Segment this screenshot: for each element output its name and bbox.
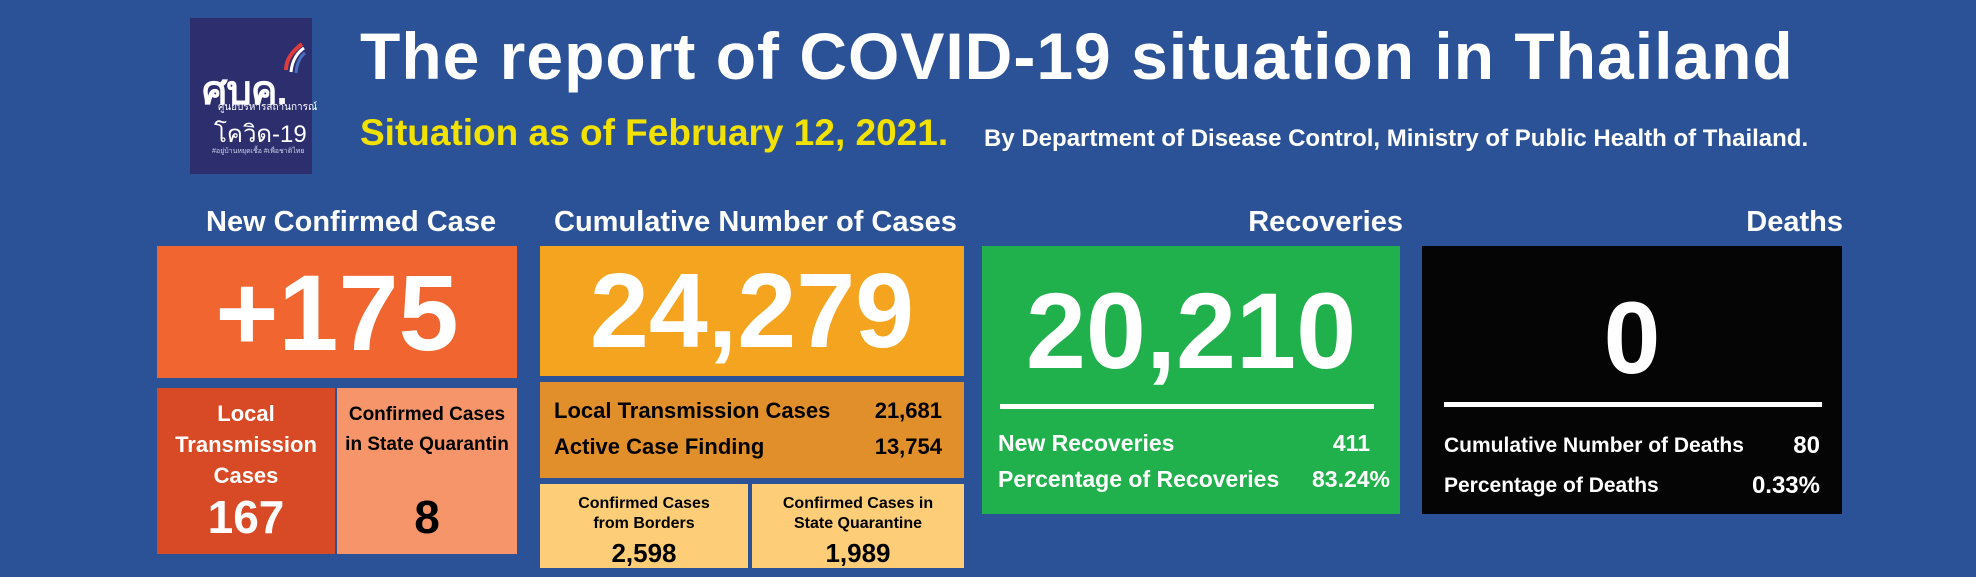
cumulative-local-row: Local Transmission Cases 21,681 (554, 398, 942, 424)
death-percentage-row: Percentage of Deaths 0.33% (1444, 472, 1820, 499)
logo-hashtags: #อยู่บ้านหยุดเชื้อ #เพื่อชาติไทย (212, 148, 305, 155)
new-recoveries-row: New Recoveries 411 (998, 430, 1390, 457)
ribbon-icon (284, 42, 306, 74)
page-title: The report of COVID-19 situation in Thai… (360, 19, 1794, 93)
cumulative-local-value: 21,681 (874, 398, 942, 423)
cumulative-breakdown: Local Transmission Cases 21,681 Active C… (540, 382, 964, 478)
byline: By Department of Disease Control, Minist… (984, 125, 1809, 152)
cumulative-quarantine-value: 1,989 (825, 538, 891, 568)
recovery-percentage-row: Percentage of Recoveries 83.24% (998, 466, 1390, 493)
local-transmission-value: 167 (207, 491, 285, 543)
cumulative-quarantine-label: Confirmed Cases in State Quarantine (782, 495, 934, 532)
recovery-percentage-label: Percentage of Recoveries (998, 466, 1280, 492)
borders-value: 2,598 (611, 538, 677, 568)
active-case-finding-value: 13,754 (874, 434, 942, 459)
cumulative-local-label: Local Transmission Cases (554, 398, 831, 423)
state-quarantine-label: Confirmed Cases in State Quarantin (345, 404, 509, 455)
new-confirmed-value: +175 (157, 246, 517, 378)
logo-mark: ศบค. (202, 69, 288, 113)
recovery-percentage-value: 83.24% (1311, 466, 1390, 492)
borders-card: Confirmed Cases from Borders 2,598 (540, 484, 748, 568)
cumulative-quarantine-card: Confirmed Cases in State Quarantine 1,98… (752, 484, 964, 568)
death-percentage-value: 0.33% (1751, 472, 1820, 499)
situation-date: Situation as of February 12, 2021. (360, 112, 949, 153)
logo: ศบค. ศูนย์บริหารสถานการณ์ โควิด-19 #อยู่… (190, 18, 317, 174)
local-transmission-card: Local Transmission Cases 167 (157, 388, 335, 554)
cumulative-deaths-row: Cumulative Number of Deaths 80 (1444, 432, 1820, 459)
borders-label: Confirmed Cases from Borders (578, 495, 710, 532)
recoveries-value: 20,210 (1025, 270, 1357, 391)
recoveries-header: Recoveries (1248, 206, 1403, 238)
cumulative-deaths-value: 80 (1793, 432, 1820, 459)
new-confirmed-header: New Confirmed Case (206, 206, 497, 238)
cumulative-header: Cumulative Number of Cases (554, 206, 957, 238)
cumulative-value: 24,279 (540, 246, 964, 376)
cumulative-deaths-label: Cumulative Number of Deaths (1444, 434, 1744, 457)
logo-covid: โควิด-19 (214, 121, 307, 148)
logo-subtitle: ศูนย์บริหารสถานการณ์ (218, 102, 318, 113)
divider (1444, 402, 1822, 407)
divider (1000, 404, 1374, 409)
active-case-finding-label: Active Case Finding (554, 434, 765, 459)
active-case-finding-row: Active Case Finding 13,754 (554, 434, 942, 460)
new-recoveries-value: 411 (1332, 430, 1370, 456)
state-quarantine-value: 8 (414, 491, 440, 543)
state-quarantine-card: Confirmed Cases in State Quarantin 8 (337, 388, 517, 554)
recoveries-card: 20,210 New Recoveries 411 Percentage of … (982, 246, 1400, 514)
deaths-header: Deaths (1746, 206, 1843, 238)
deaths-card: 0 Cumulative Number of Deaths 80 Percent… (1422, 246, 1842, 514)
deaths-value: 0 (1603, 281, 1661, 395)
death-percentage-label: Percentage of Deaths (1444, 474, 1659, 497)
local-transmission-label: Local Transmission Cases (175, 401, 317, 488)
new-recoveries-label: New Recoveries (998, 430, 1175, 456)
